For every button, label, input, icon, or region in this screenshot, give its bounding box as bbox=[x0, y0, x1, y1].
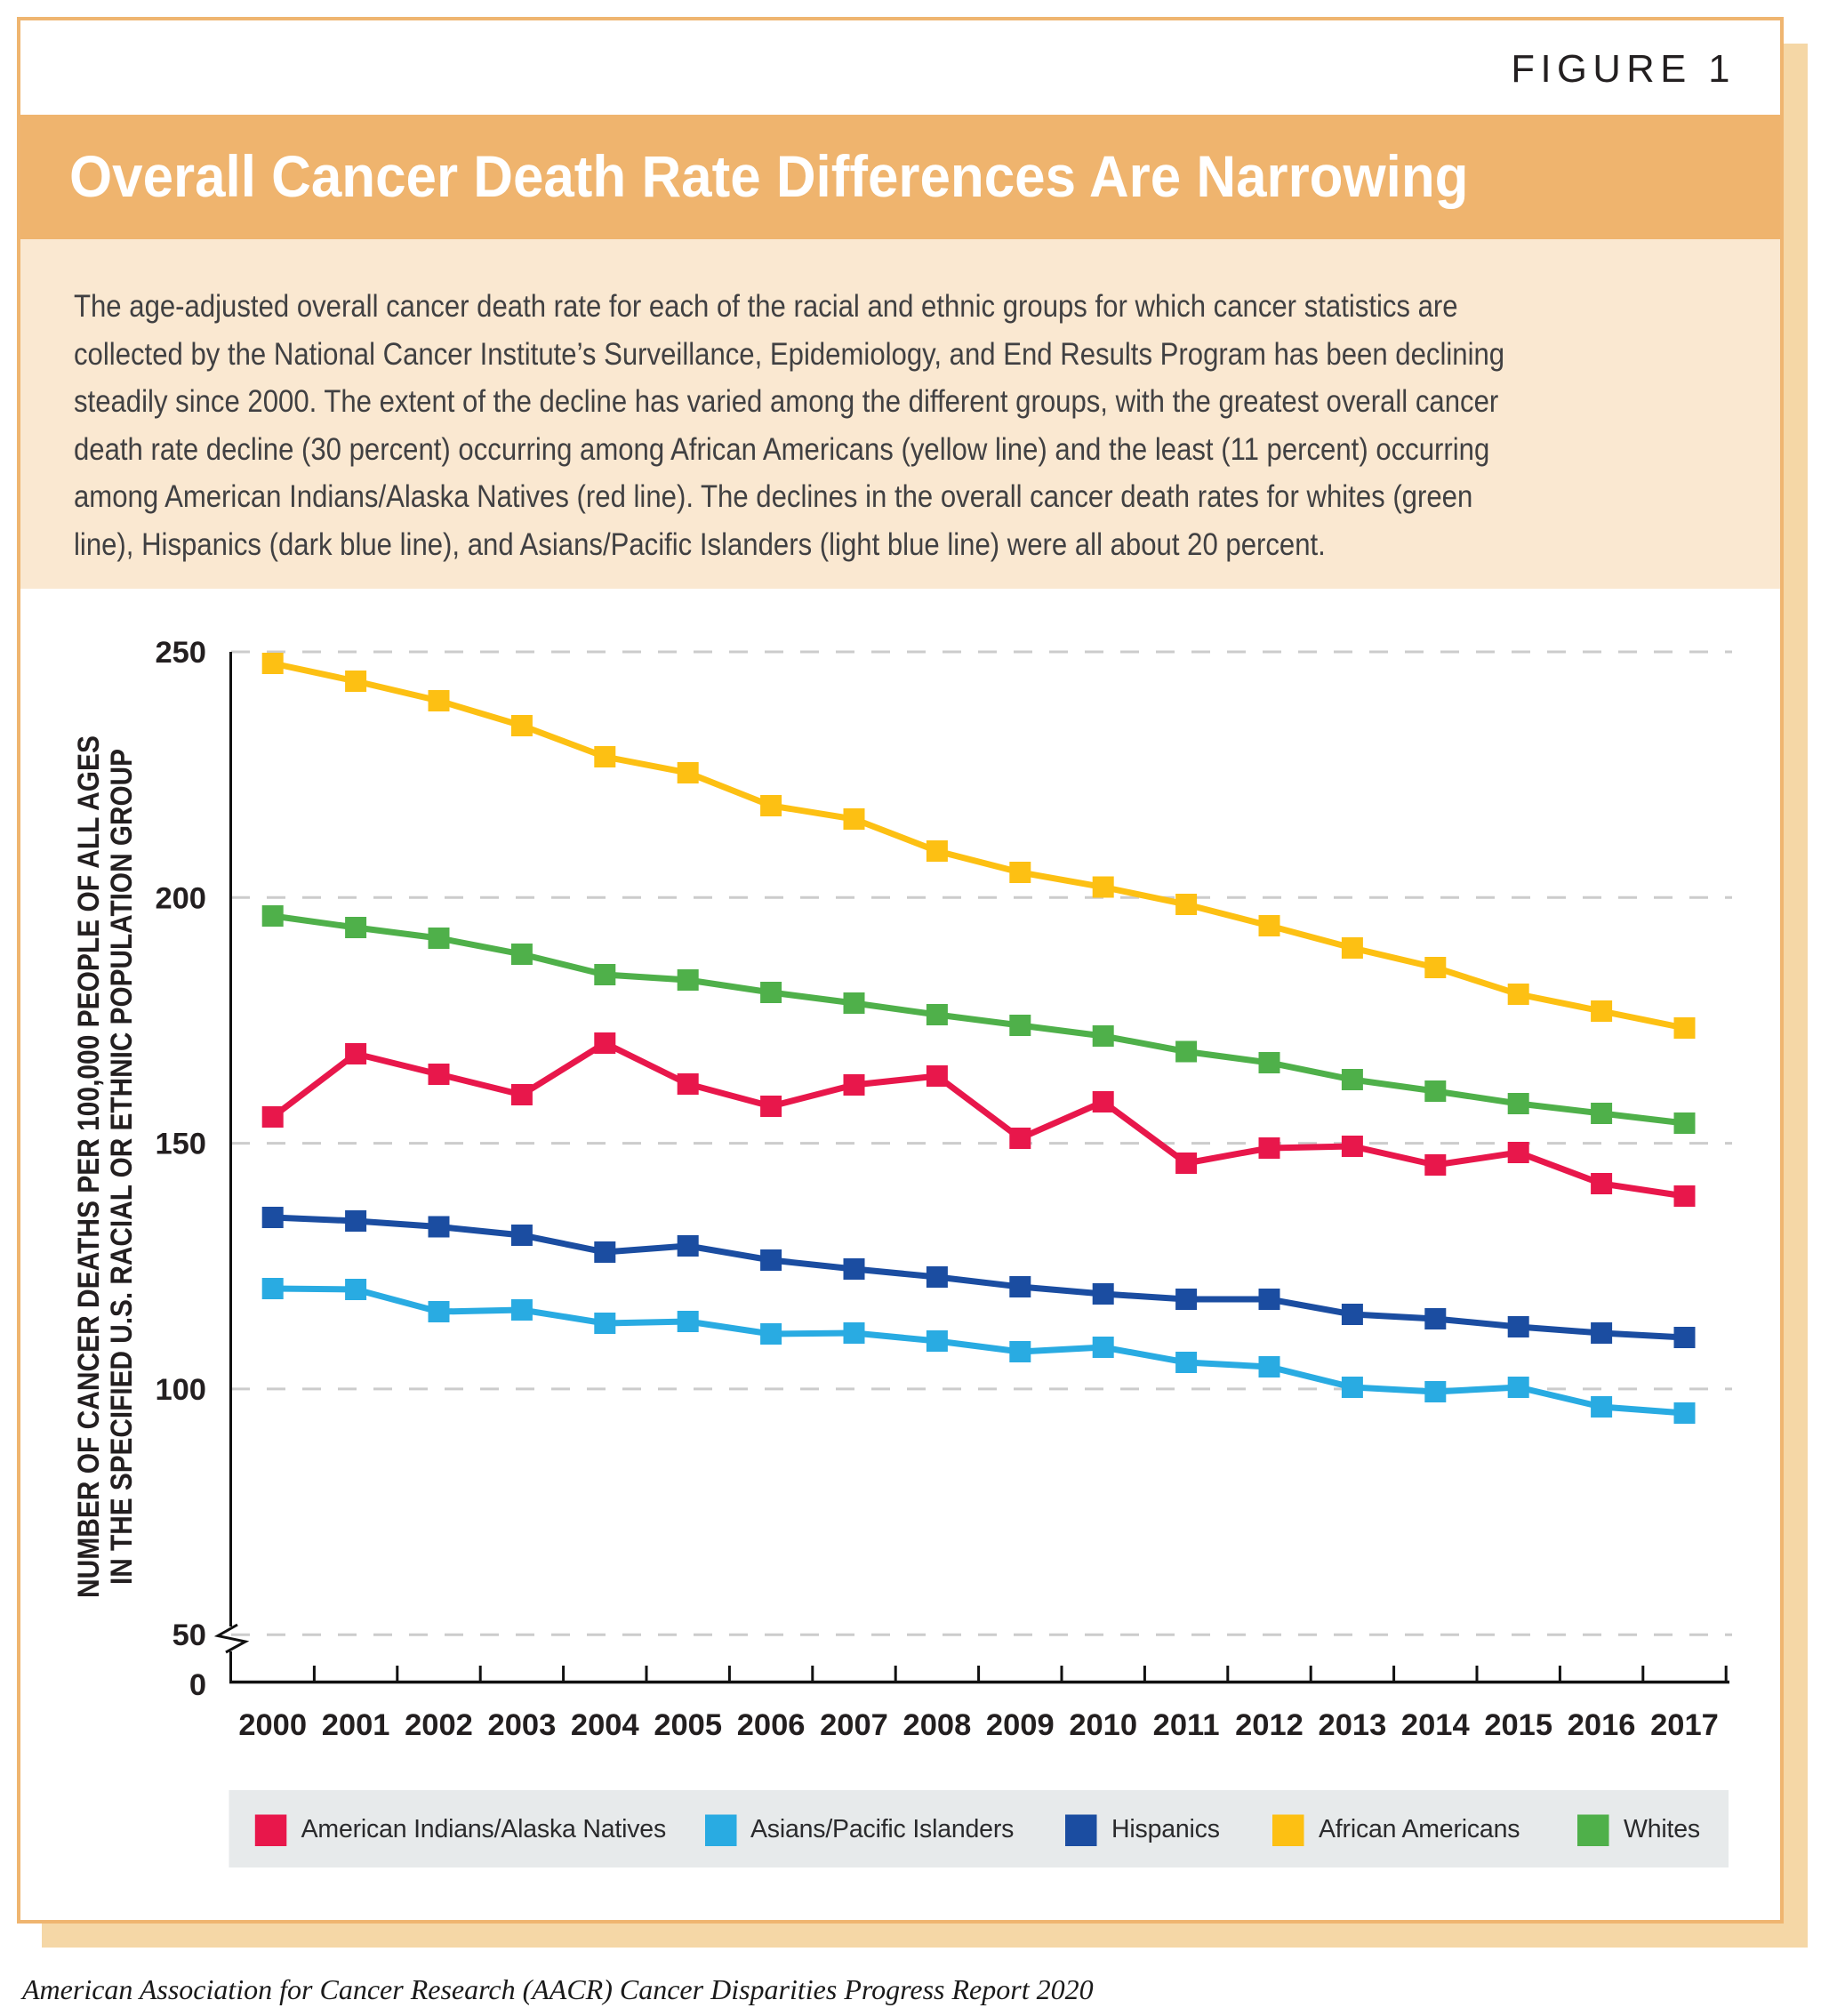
svg-text:2003: 2003 bbox=[488, 1708, 557, 1742]
svg-text:2017: 2017 bbox=[1650, 1708, 1719, 1742]
svg-text:2005: 2005 bbox=[654, 1708, 722, 1742]
svg-text:250: 250 bbox=[155, 636, 206, 670]
svg-text:2012: 2012 bbox=[1235, 1708, 1304, 1742]
svg-text:50: 50 bbox=[172, 1618, 206, 1652]
svg-text:Asians/Pacific Islanders: Asians/Pacific Islanders bbox=[750, 1815, 1014, 1843]
svg-text:American Indians/Alaska Native: American Indians/Alaska Natives bbox=[301, 1815, 666, 1843]
svg-text:Whites: Whites bbox=[1624, 1815, 1700, 1843]
svg-text:2001: 2001 bbox=[322, 1708, 390, 1742]
svg-text:Hispanics: Hispanics bbox=[1111, 1815, 1220, 1843]
svg-text:2009: 2009 bbox=[986, 1708, 1055, 1742]
svg-text:2004: 2004 bbox=[571, 1708, 639, 1742]
svg-text:2010: 2010 bbox=[1069, 1708, 1137, 1742]
svg-text:2015: 2015 bbox=[1484, 1708, 1552, 1742]
svg-text:2000: 2000 bbox=[238, 1708, 307, 1742]
svg-text:100: 100 bbox=[155, 1373, 206, 1407]
svg-text:2013: 2013 bbox=[1319, 1708, 1387, 1742]
svg-text:IN THE SPECIFIED U.S. RACIAL O: IN THE SPECIFIED U.S. RACIAL OR ETHNIC P… bbox=[105, 749, 139, 1585]
svg-text:2008: 2008 bbox=[903, 1708, 972, 1742]
svg-text:200: 200 bbox=[155, 881, 206, 915]
svg-text:150: 150 bbox=[155, 1128, 206, 1161]
svg-text:2007: 2007 bbox=[820, 1708, 888, 1742]
svg-text:2016: 2016 bbox=[1568, 1708, 1636, 1742]
svg-text:NUMBER OF CANCER DEATHS PER 10: NUMBER OF CANCER DEATHS PER 100,000 PEOP… bbox=[72, 735, 106, 1598]
svg-text:0: 0 bbox=[189, 1668, 206, 1702]
svg-text:2014: 2014 bbox=[1401, 1708, 1470, 1742]
svg-text:2002: 2002 bbox=[405, 1708, 473, 1742]
svg-text:2011: 2011 bbox=[1153, 1708, 1220, 1742]
svg-text:2006: 2006 bbox=[737, 1708, 806, 1742]
svg-text:African Americans: African Americans bbox=[1319, 1815, 1520, 1843]
